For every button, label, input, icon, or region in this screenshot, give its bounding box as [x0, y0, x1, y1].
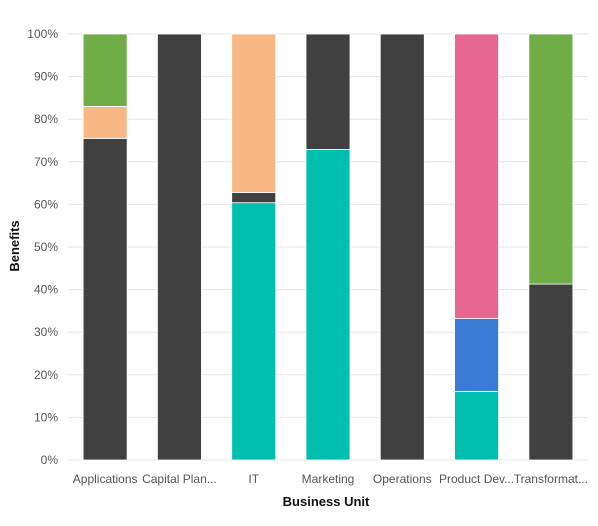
bar-segment[interactable]	[528, 33, 574, 285]
y-tick-label: 0%	[41, 453, 59, 467]
y-tick-label: 20%	[34, 368, 58, 382]
x-tick-label: Transformat...	[514, 472, 588, 486]
y-axis-title: Benefits	[7, 220, 22, 271]
y-tick-label: 30%	[34, 325, 58, 339]
bar-segment[interactable]	[528, 283, 574, 461]
bar-segment[interactable]	[157, 33, 202, 461]
x-axis-title: Business Unit	[283, 494, 370, 509]
bar-segment[interactable]	[82, 137, 128, 461]
x-tick-label: Applications	[73, 472, 138, 486]
bar-segment[interactable]	[231, 202, 277, 461]
x-tick-label: Marketing	[302, 472, 355, 486]
x-tick-label: Operations	[373, 472, 432, 486]
y-tick-label: 80%	[34, 112, 58, 126]
x-axis-ticks: Applications Capital Plan... IT Marketing Op…	[73, 472, 588, 486]
bar-segment[interactable]	[82, 106, 128, 139]
x-tick-label: IT	[248, 472, 259, 486]
y-tick-label: 90%	[34, 70, 58, 84]
y-tick-label: 10%	[34, 410, 58, 424]
bar-segment[interactable]	[454, 33, 499, 319]
y-axis-ticks: 0% 10% 20% 30% 40% 50% 60% 70% 80% 90% 100%	[27, 27, 58, 467]
y-tick-label: 70%	[34, 155, 58, 169]
x-tick-label: Product Dev...	[439, 472, 514, 486]
y-tick-label: 40%	[34, 283, 58, 297]
x-tick-label: Capital Plan...	[142, 472, 217, 486]
y-tick-label: 60%	[34, 197, 58, 211]
bar-segment[interactable]	[305, 149, 351, 461]
bars	[82, 33, 574, 461]
y-tick-label: 50%	[34, 240, 58, 254]
bar-segment[interactable]	[231, 33, 277, 193]
bar-segment[interactable]	[379, 33, 425, 461]
bar-segment[interactable]	[305, 33, 351, 150]
bar-segment[interactable]	[454, 318, 499, 392]
y-tick-label: 100%	[27, 27, 58, 41]
bar-segment[interactable]	[454, 391, 499, 461]
bar-segment[interactable]	[82, 33, 128, 107]
bar-segment[interactable]	[231, 192, 277, 204]
